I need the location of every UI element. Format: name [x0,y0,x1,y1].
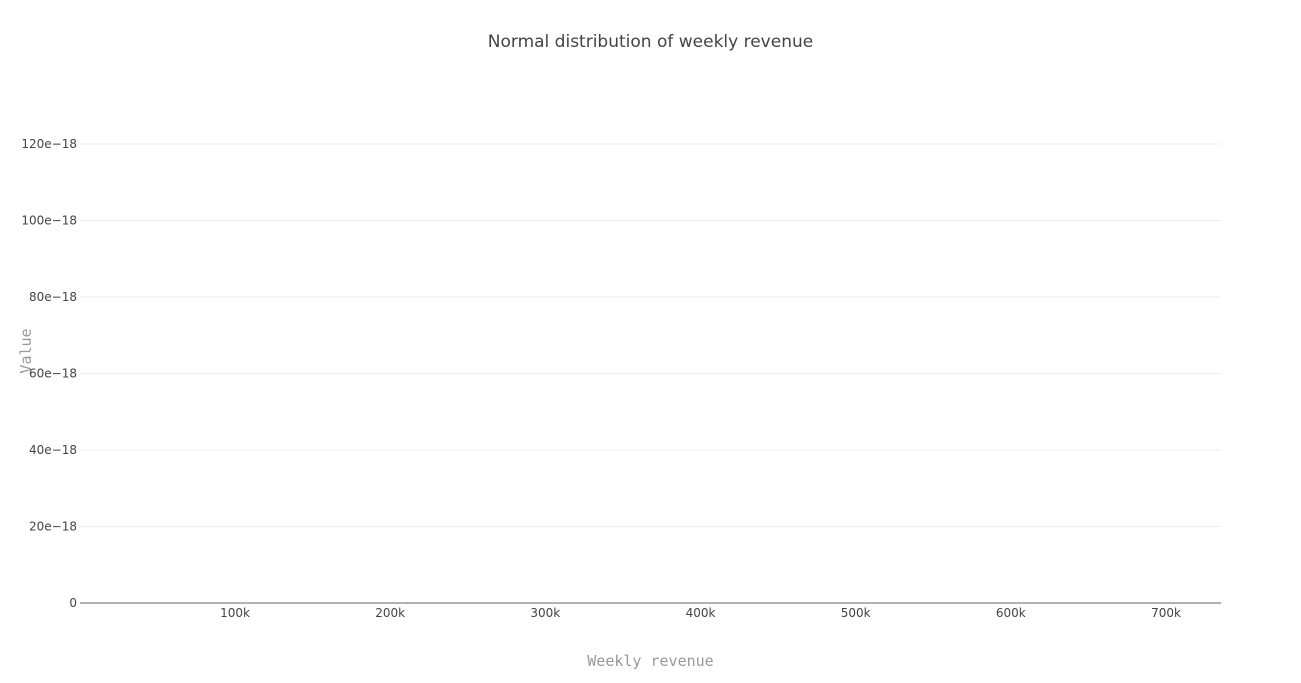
chart-title: Normal distribution of weekly revenue [487,32,814,52]
y-tick-label: 80e−18 [29,290,77,304]
y-tick-label: 60e−18 [29,367,77,381]
gridlines [80,143,1221,527]
x-tick-label: 100k [220,606,250,620]
x-tick-label: 700k [1151,606,1181,620]
x-tick-label: 500k [841,606,871,620]
x-tick-label: 400k [686,606,716,620]
y-axis-ticks: 0 20e−18 40e−18 60e−18 80e−18 100e−18 120e−18 [21,137,77,610]
x-tick-label: 600k [996,606,1026,620]
x-axis-ticks: 100k 200k 300k 400k 500k 600k 700k [220,606,1181,620]
x-tick-label: 200k [375,606,405,620]
y-tick-label: 100e−18 [21,214,77,228]
y-tick-label: 40e−18 [29,443,77,457]
x-tick-label: 300k [530,606,560,620]
x-axis-title: Weekly revenue [587,652,714,670]
y-tick-label: 0 [69,596,77,610]
y-tick-label: 20e−18 [29,520,77,534]
y-axis-label: Value [17,328,35,374]
y-tick-label: 120e−18 [21,137,77,151]
